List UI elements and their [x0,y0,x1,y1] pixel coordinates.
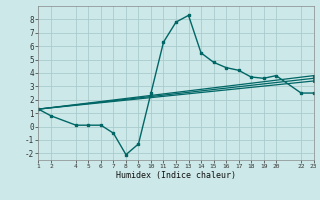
X-axis label: Humidex (Indice chaleur): Humidex (Indice chaleur) [116,171,236,180]
